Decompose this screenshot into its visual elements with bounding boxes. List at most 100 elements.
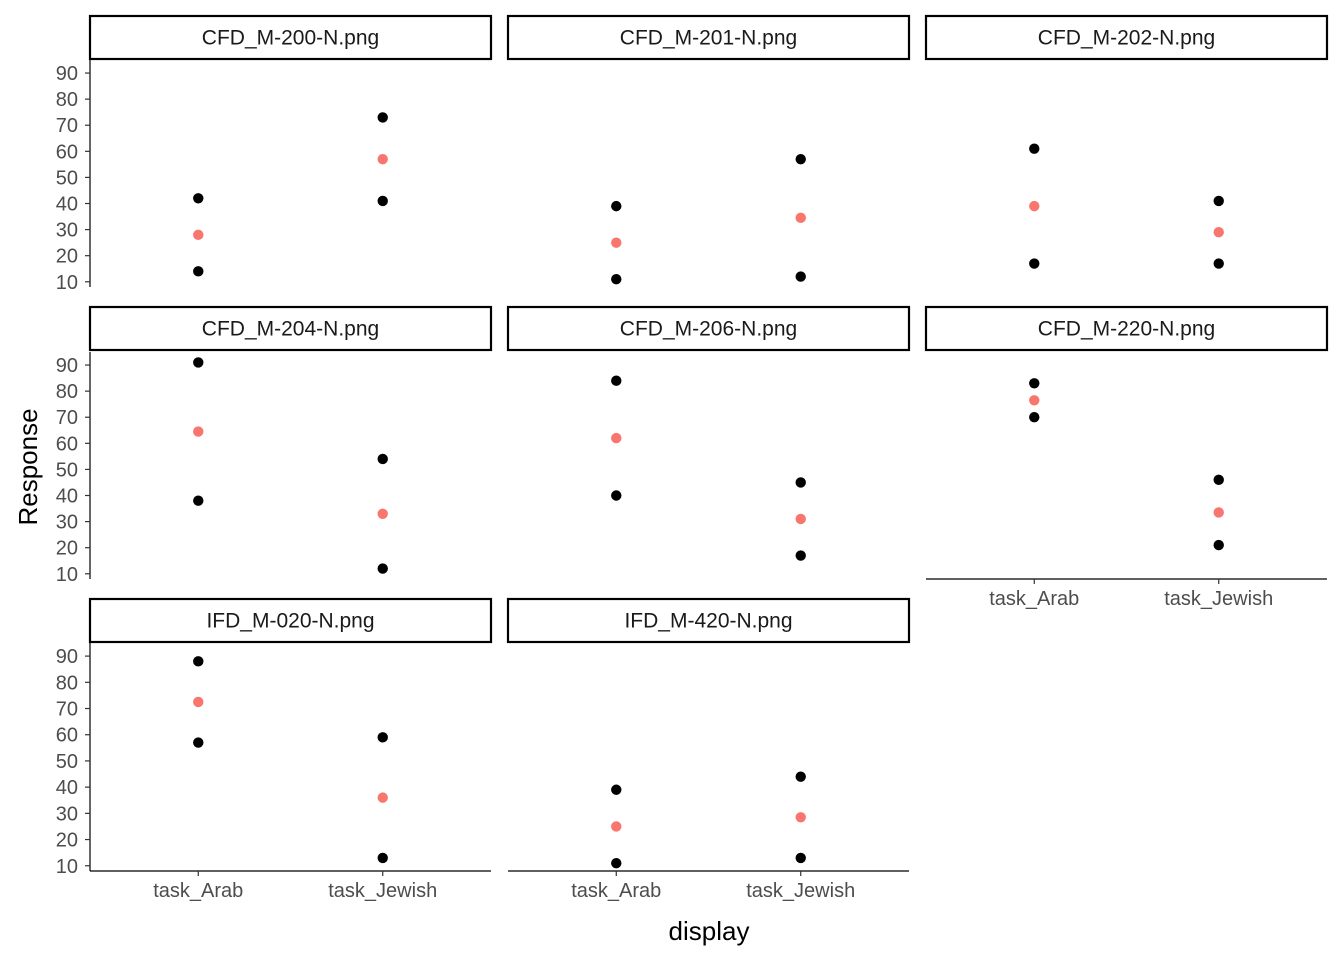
response-point — [1029, 412, 1040, 423]
response-point — [1213, 539, 1224, 551]
mean-point — [193, 426, 204, 437]
response-point — [795, 153, 806, 165]
facet-title: IFD_M-420-N.png — [624, 610, 792, 633]
mean-point — [1029, 395, 1040, 406]
response-point — [795, 550, 806, 561]
response-point — [611, 490, 622, 501]
facet-panel: CFD_M-204-N.png 10 20 30 40 50 60 70 80 90 — [56, 305, 493, 586]
facet-panel: CFD_M-201-N.png — [506, 14, 911, 285]
response-point — [795, 271, 806, 282]
response-point — [193, 495, 204, 506]
y-tick-label: 80 — [56, 89, 78, 111]
y-tick-label: 50 — [56, 167, 78, 189]
y-tick-label: 60 — [56, 433, 78, 455]
y-tick-label: 50 — [56, 751, 78, 773]
response-point — [1213, 474, 1224, 486]
facet-strip — [924, 305, 1329, 352]
y-tick-label: 30 — [56, 803, 78, 825]
mean-point — [193, 696, 204, 708]
y-tick-label: 90 — [56, 355, 78, 377]
response-point — [795, 852, 806, 864]
response-point — [611, 375, 622, 386]
y-tick-label: 70 — [56, 407, 78, 429]
facet-strip — [924, 14, 1329, 61]
y-tick-label: 20 — [56, 246, 78, 268]
x-tick-label: task_Jewish — [1164, 588, 1273, 610]
y-tick-label: 20 — [56, 538, 78, 560]
x-tick-label: task_Arab — [153, 880, 243, 902]
response-point — [795, 771, 806, 782]
y-tick-label: 80 — [56, 381, 78, 403]
panels: CFD_M-200-N.png102030405060708090CFD_M-2… — [56, 14, 1329, 902]
y-tick-label: 50 — [56, 459, 78, 481]
response-point — [193, 193, 204, 204]
response-point — [377, 195, 388, 207]
facet-title: CFD_M-202-N.png — [1038, 27, 1215, 50]
y-tick-label: 70 — [56, 115, 78, 137]
response-point — [1029, 378, 1040, 389]
mean-point — [193, 229, 204, 241]
y-tick-label: 80 — [56, 672, 78, 694]
facet-strip — [506, 597, 911, 644]
mean-point — [611, 821, 622, 832]
response-point — [377, 112, 388, 123]
response-point — [611, 273, 622, 285]
mean-point — [611, 237, 622, 248]
facet-panel: CFD_M-220-N.png task_Arab task_Jewish — [924, 305, 1329, 610]
facet-strip — [506, 305, 911, 352]
mean-point — [795, 812, 806, 823]
facet-strip — [88, 597, 493, 644]
mean-point — [1029, 200, 1040, 212]
x-axis-title: display — [669, 916, 750, 946]
response-point — [193, 266, 204, 277]
facet-title: IFD_M-020-N.png — [206, 610, 374, 633]
response-point — [1029, 258, 1040, 269]
facet-title: CFD_M-200-N.png — [202, 27, 379, 50]
response-point — [193, 737, 204, 748]
y-tick-label: 30 — [56, 512, 78, 534]
response-point — [1213, 195, 1224, 207]
x-tick-label: task_Jewish — [746, 880, 855, 902]
mean-point — [377, 153, 388, 165]
x-tick-label: task_Jewish — [328, 880, 437, 902]
response-point — [611, 857, 622, 869]
y-tick-label: 30 — [56, 220, 78, 242]
response-point — [1029, 143, 1040, 154]
facet-panel: CFD_M-202-N.png — [924, 14, 1329, 269]
y-tick-label: 90 — [56, 646, 78, 668]
y-axis-title: Response — [13, 408, 43, 525]
y-tick-label: 40 — [56, 486, 78, 508]
response-point — [377, 563, 388, 574]
mean-point — [377, 792, 388, 803]
y-tick-label: 60 — [56, 725, 78, 747]
facet-title: CFD_M-220-N.png — [1038, 318, 1215, 341]
y-tick-label: 70 — [56, 699, 78, 721]
y-tick-label: 10 — [56, 564, 78, 586]
facet-strip — [88, 305, 493, 352]
facet-title: CFD_M-206-N.png — [620, 318, 797, 341]
mean-point — [795, 513, 806, 525]
x-tick-label: task_Arab — [571, 880, 661, 902]
response-point — [377, 852, 388, 864]
facet-panel: CFD_M-200-N.png 10 20 30 40 50 60 70 80 90 — [56, 14, 493, 294]
facet-panel: IFD_M-020-N.png 10 20 30 40 50 60 70 80 90 task_Ar… — [56, 597, 493, 902]
facet-panel: IFD_M-420-N.png task_Arab task_Jewish — [506, 597, 911, 902]
y-tick-label: 10 — [56, 856, 78, 878]
response-point — [611, 784, 622, 795]
facet-strip — [506, 14, 911, 61]
response-point — [377, 453, 388, 465]
y-tick-label: 60 — [56, 141, 78, 163]
y-tick-label: 90 — [56, 63, 78, 85]
x-tick-label: task_Arab — [989, 588, 1079, 610]
response-point — [193, 357, 204, 368]
mean-point — [377, 508, 388, 519]
facet-panel: CFD_M-206-N.png — [506, 305, 911, 561]
y-tick-label: 40 — [56, 194, 78, 216]
y-tick-label: 10 — [56, 272, 78, 294]
mean-point — [1213, 227, 1224, 238]
y-tick-label: 20 — [56, 830, 78, 852]
mean-point — [795, 212, 806, 224]
facet-strip — [88, 14, 493, 61]
mean-point — [611, 432, 622, 444]
